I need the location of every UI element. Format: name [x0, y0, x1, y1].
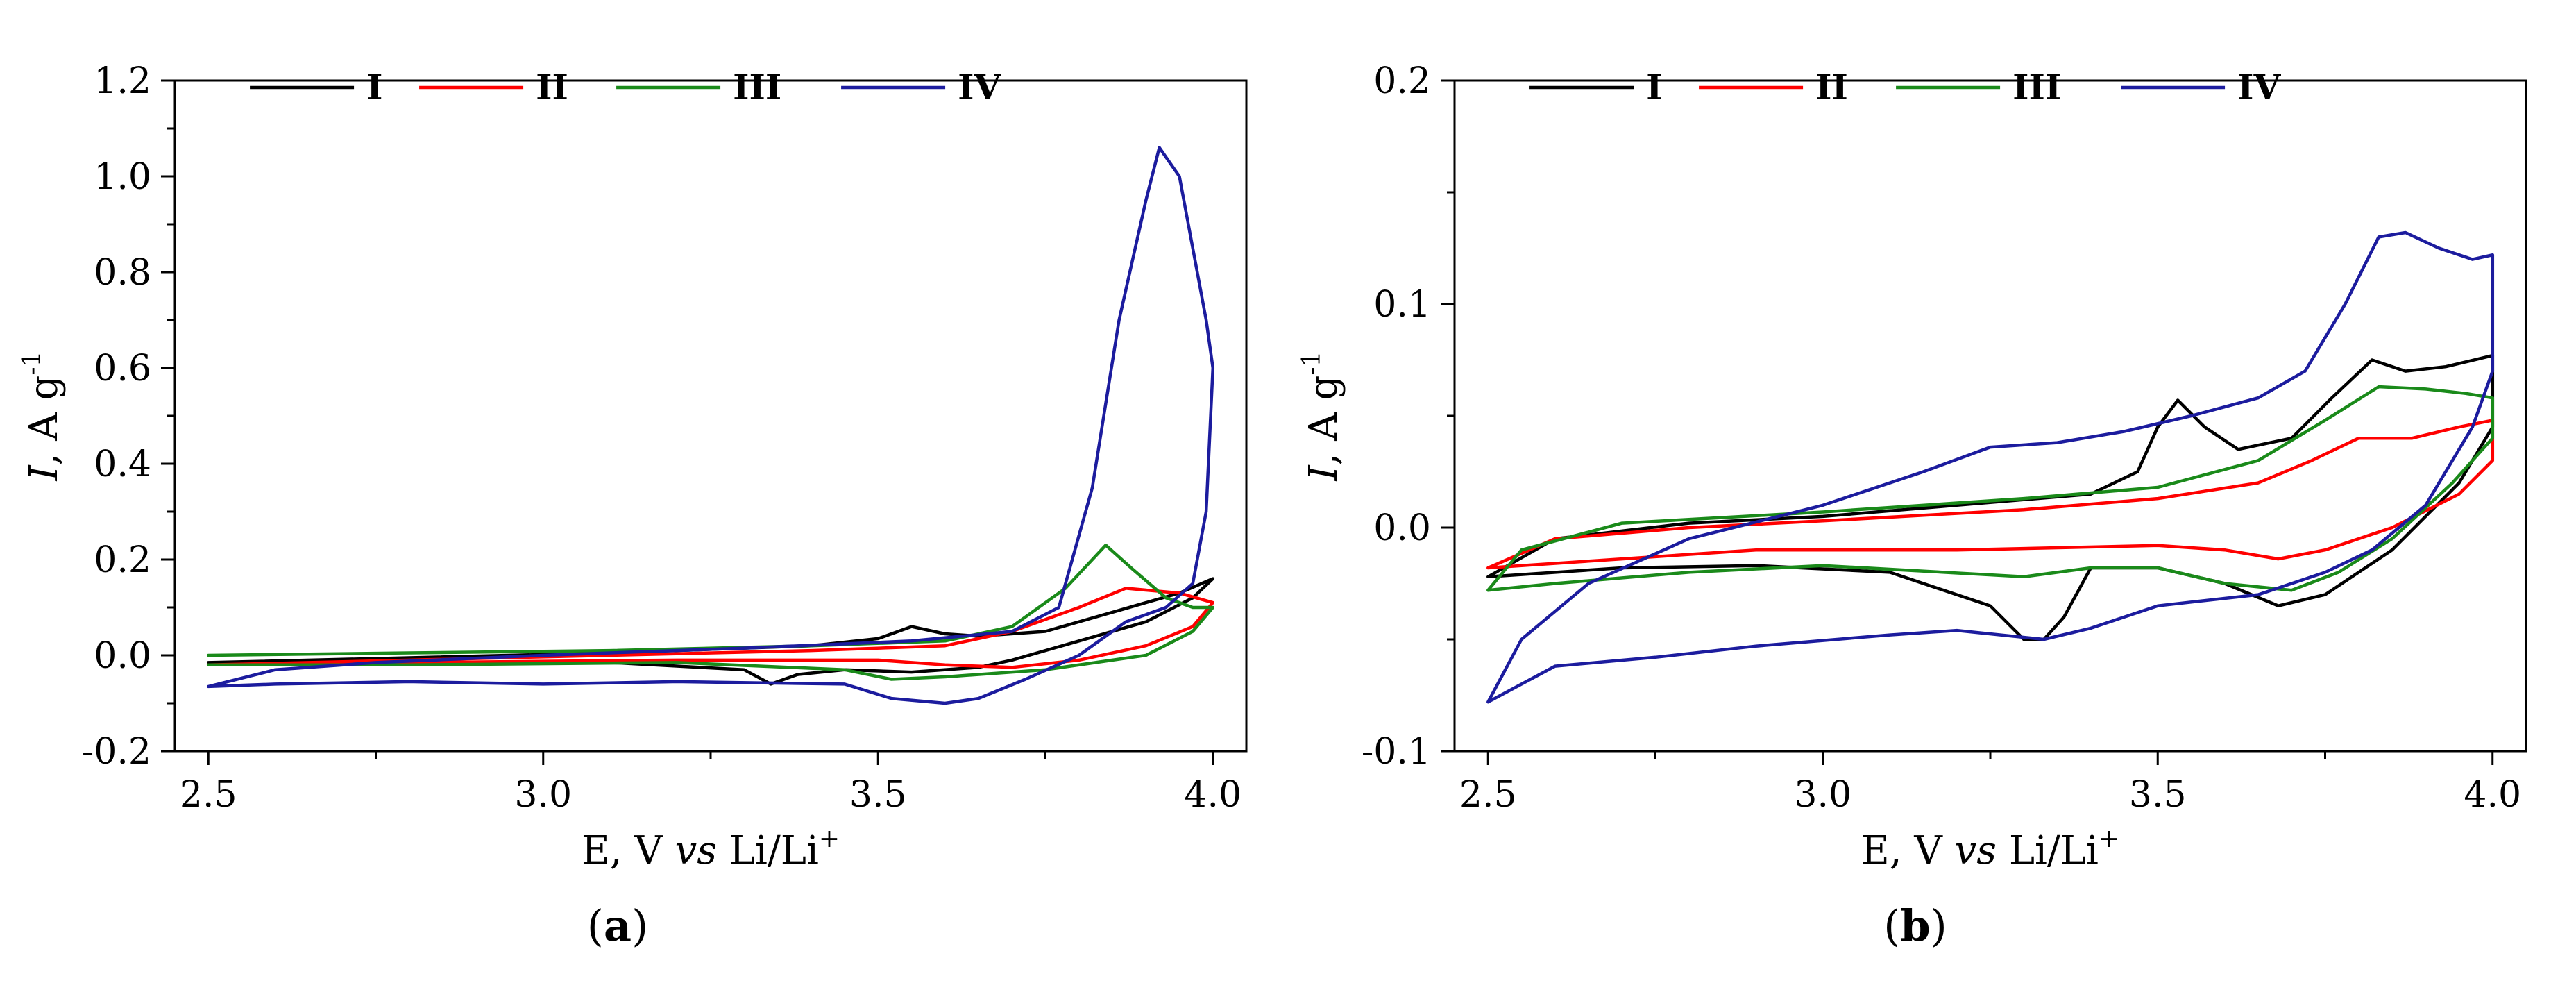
- legend-label-I: I: [366, 67, 382, 108]
- panel-label: (a): [587, 900, 649, 951]
- y-tick-label: 0.0: [1373, 507, 1431, 549]
- panel-label: (b): [1883, 900, 1947, 951]
- legend-label-II: II: [536, 67, 568, 108]
- series-line-III: [1486, 385, 2495, 592]
- y-tick-label: 0.0: [94, 635, 151, 677]
- x-axis-label: E, V vs Li/Li+: [582, 825, 840, 873]
- legend-label-IV: IV: [958, 67, 1001, 108]
- y-axis-label: I, A g-1: [1298, 351, 1346, 482]
- series-line-IV: [1486, 230, 2495, 704]
- x-tick-label: 3.0: [1794, 774, 1852, 816]
- series-line-I: [1486, 353, 2495, 641]
- x-tick-label: 3.5: [2129, 774, 2187, 816]
- legend-label-II: II: [1815, 67, 1848, 108]
- x-tick-label: 2.5: [180, 774, 237, 816]
- chart-panel-b: 2.5 3.0 3.5 4.0 -0.1 0.0 0.1 0.2 E, V vs Li/Li+ I…: [1298, 60, 2527, 951]
- x-axis-label: E, V vs Li/Li+: [1861, 825, 2119, 873]
- y-tick-label: 1.2: [94, 60, 151, 102]
- legend-label-III: III: [733, 67, 781, 108]
- y-tick-label: -0.1: [1362, 731, 1431, 773]
- plot-frame: [1453, 79, 2527, 753]
- y-tick-label: 0.6: [94, 348, 151, 389]
- y-tick-label: 0.8: [94, 252, 151, 294]
- y-tick-label: 1.0: [94, 156, 151, 198]
- legend-label-IV: IV: [2237, 67, 2281, 108]
- y-axis-label: I, A g-1: [18, 351, 67, 482]
- x-tick-label: 3.5: [849, 774, 907, 816]
- chart-panel-a: 2.5 3.0 3.5 4.0 -0.2 0.0 0.2 0.4 0.6 0.8 1.0 1.2 E, …: [18, 60, 1248, 951]
- x-tick-label: 4.0: [1184, 774, 1242, 816]
- x-tick-label: 2.5: [1459, 774, 1517, 816]
- y-tick-label: 0.2: [94, 539, 151, 581]
- legend-label-III: III: [2012, 67, 2061, 108]
- legend-label-I: I: [1646, 67, 1662, 108]
- series-line-IV: [206, 146, 1215, 705]
- x-tick-label: 4.0: [2464, 774, 2521, 816]
- y-tick-label: 0.1: [1373, 284, 1431, 326]
- y-tick-label: 0.4: [94, 444, 151, 485]
- y-tick-label: -0.2: [82, 731, 151, 773]
- x-tick-label: 3.0: [514, 774, 572, 816]
- series-line-II: [1486, 419, 2495, 570]
- y-tick-label: 0.2: [1373, 60, 1431, 102]
- series-line-II: [206, 587, 1215, 669]
